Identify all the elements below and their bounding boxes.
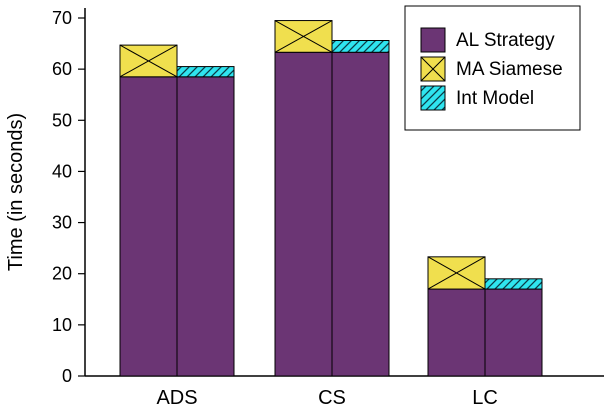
cross-hatch-mark [274,20,333,53]
bar-segment-int-model [176,66,235,78]
x-tick-label: ADS [156,387,197,408]
legend-label: MA Siamese [456,59,563,80]
bar-segment-al-strategy [176,76,235,377]
x-tick-labels: ADS CS LC [156,387,497,408]
bar-segment-al-strategy [119,76,178,377]
y-tick-label: 50 [52,110,72,130]
cross-hatch-mark [427,256,486,290]
legend: AL Strategy MA Siamese Int Model [404,5,581,131]
bar-segment-al-strategy [331,51,390,377]
legend-swatch-al-strategy [420,27,446,53]
y-tick-label: 0 [62,366,72,386]
x-tick-label: LC [472,387,498,408]
bar-segment-al-strategy [427,288,486,377]
legend-swatch-int-model [420,85,446,111]
bars [119,20,543,377]
bar-segment-int-model [331,40,390,53]
legend-label: AL Strategy [456,30,555,51]
y-tick-label: 20 [52,264,72,284]
y-tick-label: 40 [52,161,72,181]
y-tick-label: 60 [52,59,72,79]
cross-hatch-mark [119,44,178,78]
x-tick-label: CS [318,387,346,408]
cross-hatch-mark [420,56,446,82]
y-axis-label: Time (in seconds) [5,113,27,271]
y-ticks: 0 10 20 30 40 50 60 70 [52,8,85,386]
y-tick-label: 30 [52,213,72,233]
y-tick-label: 10 [52,315,72,335]
y-tick-label: 70 [52,8,72,28]
bar-segment-int-model [484,278,543,290]
axes: 0 10 20 30 40 50 60 70 Time (in seconds) [5,8,604,386]
bar-segment-al-strategy [484,288,543,377]
legend-label: Int Model [456,88,534,109]
bar-segment-al-strategy [274,51,333,377]
